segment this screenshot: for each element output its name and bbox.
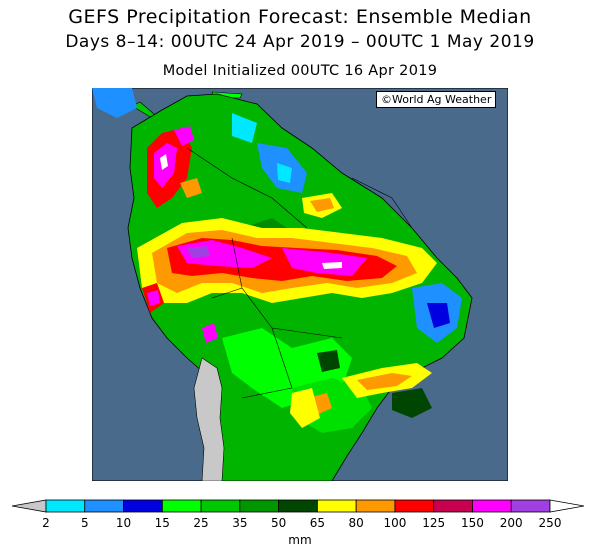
colorbar-tick-label: 125 (422, 516, 445, 530)
colorbar-bin (394, 499, 435, 513)
credit-label: ©World Ag Weather (376, 91, 497, 108)
colorbar-bin (84, 499, 124, 513)
colorbar-bin (45, 499, 86, 513)
colorbar-high-end (549, 499, 585, 513)
colorbar-tick-label: 35 (232, 516, 247, 530)
forecast-period: Days 8–14: 00UTC 24 Apr 2019 – 00UTC 1 M… (65, 32, 535, 52)
colorbar-bin (433, 499, 473, 513)
colorbar-tick-label: 65 (310, 516, 325, 530)
precip-colorbar: 2 5 10 15 25 35 50 65 80 100 125 150 200 250 mm (11, 499, 585, 547)
colorbar-tick-label: 2 (42, 516, 50, 530)
colorbar-tick-label: 50 (271, 516, 286, 530)
colorbar-bin (161, 499, 202, 513)
colorbar-tick-label: 200 (500, 516, 523, 530)
colorbar-tick-label: 25 (193, 516, 208, 530)
colorbar-tick-label: 10 (116, 516, 131, 530)
colorbar-bin (510, 499, 551, 513)
colorbar-tick-label: 150 (461, 516, 484, 530)
country-borders (186, 147, 413, 399)
model-init: Model Initialized 00UTC 16 Apr 2019 (162, 63, 438, 79)
colorbar-bin (200, 499, 241, 513)
colorbar-bin (316, 499, 357, 513)
colorbar-bin (239, 499, 280, 513)
dry-coast (193, 357, 225, 481)
colorbar-unit: mm (288, 533, 311, 547)
colorbar-tick-label: 15 (155, 516, 170, 530)
colorbar-tick-label: 100 (383, 516, 406, 530)
colorbar-tick-label: 250 (539, 516, 562, 530)
precipitation-map (92, 88, 508, 481)
colorbar-low-end (11, 499, 47, 513)
map-title: GEFS Precipitation Forecast: Ensemble Me… (68, 6, 532, 28)
colorbar-bin (472, 499, 512, 513)
colorbar-tick-label: 5 (81, 516, 89, 530)
colorbar-tick-label: 80 (349, 516, 364, 530)
colorbar-bin (278, 499, 318, 513)
colorbar-bin (355, 499, 396, 513)
colorbar-bin (123, 499, 163, 513)
